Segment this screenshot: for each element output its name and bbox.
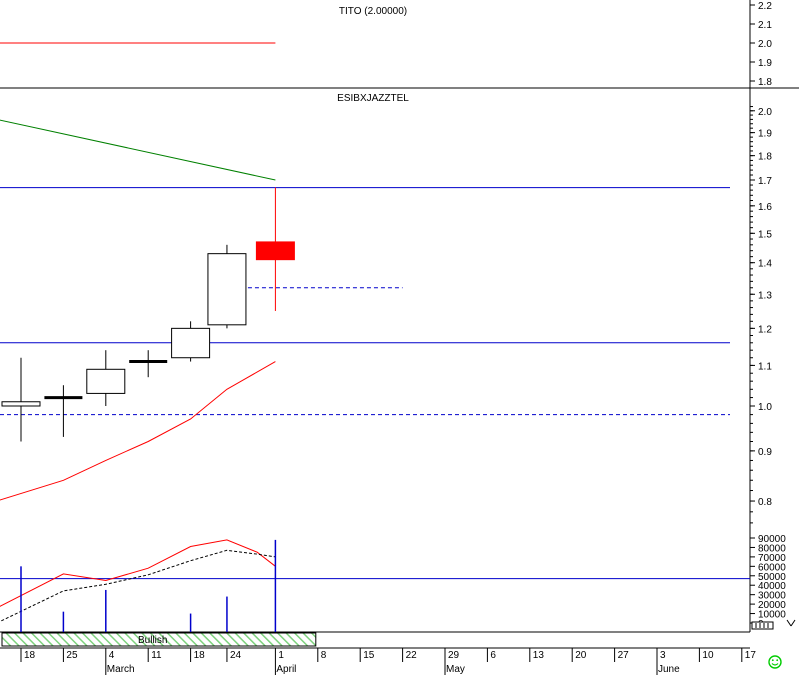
y-tick-label: 0.8 xyxy=(758,497,772,508)
y-tick-label: 2.2 xyxy=(758,1,772,12)
scroll-right-icon[interactable] xyxy=(786,619,796,627)
month-label: May xyxy=(446,664,465,675)
x-tick-label: 18 xyxy=(194,650,206,661)
x-tick-label: 20 xyxy=(575,650,587,661)
x-tick-label: 22 xyxy=(406,650,418,661)
price-panel-title: ESIBXJAZZTEL xyxy=(337,93,409,104)
x-tick-label: 1 xyxy=(278,650,284,661)
y-tick-label: 2.1 xyxy=(758,20,772,31)
y-tick-label: 0.9 xyxy=(758,447,772,458)
candle-body xyxy=(86,368,126,394)
x-tick-label: 8 xyxy=(321,650,327,661)
candle-body xyxy=(255,241,295,261)
y-tick-label: 1.8 xyxy=(758,77,772,88)
scroll-thumb-icon[interactable] xyxy=(751,621,774,630)
y-tick-label: 1.2 xyxy=(758,324,772,335)
green-trend-line xyxy=(0,119,276,181)
tito-panel-title: TITO (2.00000) xyxy=(339,6,407,17)
x-tick-label: 25 xyxy=(66,650,78,661)
smiley-icon[interactable] xyxy=(768,655,782,669)
month-label: June xyxy=(658,664,680,675)
y-tick-label: 1.5 xyxy=(758,229,772,240)
x-tick-label: 15 xyxy=(363,650,375,661)
y-tick-label: 1.1 xyxy=(758,361,772,372)
y-tick-label: 70000 xyxy=(758,553,786,564)
y-tick-label: 1.6 xyxy=(758,202,772,213)
y-tick-label: 2.0 xyxy=(758,107,772,118)
y-tick-label: 30000 xyxy=(758,591,786,602)
y-tick-label: 1.7 xyxy=(758,176,772,187)
y-tick-label: 50000 xyxy=(758,572,786,583)
y-tick-label: 1.9 xyxy=(758,129,772,140)
y-tick-label: 90000 xyxy=(758,534,786,545)
x-tick-label: 27 xyxy=(618,650,630,661)
x-tick-label: 13 xyxy=(533,650,545,661)
indicator-lines xyxy=(0,42,750,623)
bullish-signal-label: Bullish xyxy=(138,635,167,646)
x-tick-label: 6 xyxy=(490,650,496,661)
month-label: April xyxy=(276,664,296,675)
y-tick-label: 1.4 xyxy=(758,259,772,270)
candle-body xyxy=(1,401,41,407)
bullish-signal-band xyxy=(1,632,317,647)
y-tick-label: 80000 xyxy=(758,543,786,554)
volume-average-dashed xyxy=(0,549,276,623)
y-tick-label: 2.0 xyxy=(758,39,772,50)
x-tick-label: 24 xyxy=(230,650,242,661)
y-tick-label: 1.3 xyxy=(758,290,772,301)
x-tick-label: 29 xyxy=(448,650,460,661)
y-tick-label: 40000 xyxy=(758,581,786,592)
volume-average-red xyxy=(0,539,276,607)
candle-body xyxy=(207,253,247,326)
x-tick-label: 11 xyxy=(151,650,162,661)
red-moving-average-line xyxy=(0,361,276,501)
price-marks xyxy=(1,187,317,647)
y-tick-label: 1.9 xyxy=(758,58,772,69)
y-tick-label: 1.0 xyxy=(758,402,772,413)
x-tick-label: 18 xyxy=(24,650,36,661)
month-label: March xyxy=(107,664,135,675)
candle-body xyxy=(171,327,211,359)
y-tick-label: 20000 xyxy=(758,600,786,611)
x-tick-label: 10 xyxy=(702,650,714,661)
x-tick-label: 3 xyxy=(660,650,666,661)
x-tick-label: 17 xyxy=(745,650,757,661)
y-tick-label: 1.8 xyxy=(758,152,772,163)
y-tick-label: 10000 xyxy=(758,610,786,621)
y-tick-label: 60000 xyxy=(758,562,786,573)
axis-labels: 1.8 1.9 2.0 2.1 2.2 0.8 0.9 1.0 1.1 1.2 1.3 1.4 1.5 1… xyxy=(24,1,786,675)
x-tick-label: 4 xyxy=(109,650,115,661)
